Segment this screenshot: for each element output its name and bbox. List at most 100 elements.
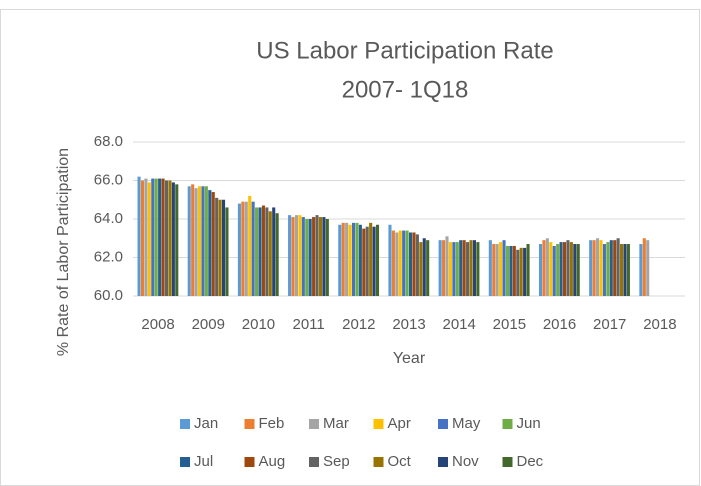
x-tick-label: 2010 xyxy=(242,316,275,333)
bar xyxy=(455,242,459,296)
bar xyxy=(422,238,426,296)
bar xyxy=(161,178,165,296)
chart-title: 2007- 1Q18 xyxy=(342,76,469,103)
y-tick-label: 60.0 xyxy=(94,287,123,304)
bar xyxy=(639,244,643,296)
bar xyxy=(365,226,369,296)
legend-label: Oct xyxy=(388,453,412,470)
x-tick-label: 2015 xyxy=(493,316,526,333)
bar xyxy=(476,242,480,296)
bar xyxy=(201,186,205,296)
legend-label: May xyxy=(452,415,481,432)
bar xyxy=(305,219,309,296)
bar xyxy=(613,240,617,296)
bar xyxy=(355,222,359,296)
bar xyxy=(596,238,600,296)
bar xyxy=(442,240,446,296)
bar xyxy=(599,240,603,296)
bar xyxy=(275,213,279,296)
bar xyxy=(642,238,646,296)
bar xyxy=(288,215,292,296)
x-axis-label: Year xyxy=(393,350,426,367)
legend-label: Jul xyxy=(194,453,213,470)
chart-title: US Labor Participation Rate xyxy=(256,37,554,64)
bar xyxy=(562,242,567,296)
x-tick-label: 2013 xyxy=(392,316,425,333)
legend-swatch xyxy=(309,457,319,467)
bar xyxy=(265,207,269,296)
bar xyxy=(395,232,399,296)
bar xyxy=(589,240,593,296)
x-tick-label: 2017 xyxy=(593,316,626,333)
bar xyxy=(140,180,145,296)
bar xyxy=(391,230,395,296)
bar xyxy=(646,240,650,296)
bar xyxy=(345,222,349,296)
x-tick-label: 2011 xyxy=(293,316,325,333)
bar xyxy=(519,247,523,296)
legend-label: Aug xyxy=(259,453,286,470)
bar xyxy=(351,222,356,296)
bar xyxy=(241,201,245,296)
bar xyxy=(573,244,577,296)
bar xyxy=(559,242,563,296)
bar xyxy=(164,180,169,296)
bar xyxy=(362,228,366,296)
y-tick-label: 62.0 xyxy=(94,248,123,265)
x-tick-label: 2018 xyxy=(643,316,676,333)
bar xyxy=(261,205,265,296)
x-tick-label: 2009 xyxy=(192,316,225,333)
bar xyxy=(459,240,463,296)
bar xyxy=(348,224,352,296)
bar xyxy=(569,242,573,296)
bar xyxy=(549,242,553,296)
bar xyxy=(448,242,452,296)
bar xyxy=(215,197,219,296)
y-tick-label: 66.0 xyxy=(94,171,123,188)
bar xyxy=(409,232,413,296)
bar xyxy=(154,178,158,296)
legend-swatch xyxy=(180,457,190,467)
bar xyxy=(338,224,342,296)
bar xyxy=(488,240,492,296)
bar xyxy=(542,240,546,296)
bar xyxy=(137,176,141,296)
bar xyxy=(318,217,323,296)
bar xyxy=(438,240,442,296)
bar xyxy=(602,244,606,296)
bar xyxy=(258,207,262,296)
bar xyxy=(545,238,549,296)
legend-swatch xyxy=(373,457,384,467)
bar xyxy=(466,242,470,296)
legend-label: Nov xyxy=(452,453,479,470)
y-tick-label: 68.0 xyxy=(94,133,123,150)
bar xyxy=(415,234,419,296)
bar xyxy=(398,230,402,296)
bar xyxy=(168,180,172,296)
bar xyxy=(426,240,430,296)
bar xyxy=(462,240,466,296)
bar xyxy=(526,244,530,296)
x-tick-label: 2016 xyxy=(543,316,576,333)
legend-label: Dec xyxy=(517,453,544,470)
y-axis-label: % Rate of Labor Participation xyxy=(55,148,72,356)
legend-swatch xyxy=(502,419,513,429)
bar xyxy=(609,240,613,296)
bar xyxy=(606,242,610,296)
bar xyxy=(325,219,329,296)
bar xyxy=(469,240,473,296)
legend-label: Feb xyxy=(259,415,285,432)
bar xyxy=(237,203,241,296)
x-tick-label: 2012 xyxy=(342,316,375,333)
bar xyxy=(151,178,155,296)
legend-swatch xyxy=(309,419,319,429)
legend-label: Mar xyxy=(323,415,349,432)
bar xyxy=(472,240,476,296)
legend-swatch xyxy=(244,419,255,429)
bar xyxy=(492,244,496,296)
bar xyxy=(255,207,259,296)
bar xyxy=(204,186,208,296)
x-tick-label: 2014 xyxy=(442,316,475,333)
bar xyxy=(322,217,326,296)
bar xyxy=(592,240,596,296)
